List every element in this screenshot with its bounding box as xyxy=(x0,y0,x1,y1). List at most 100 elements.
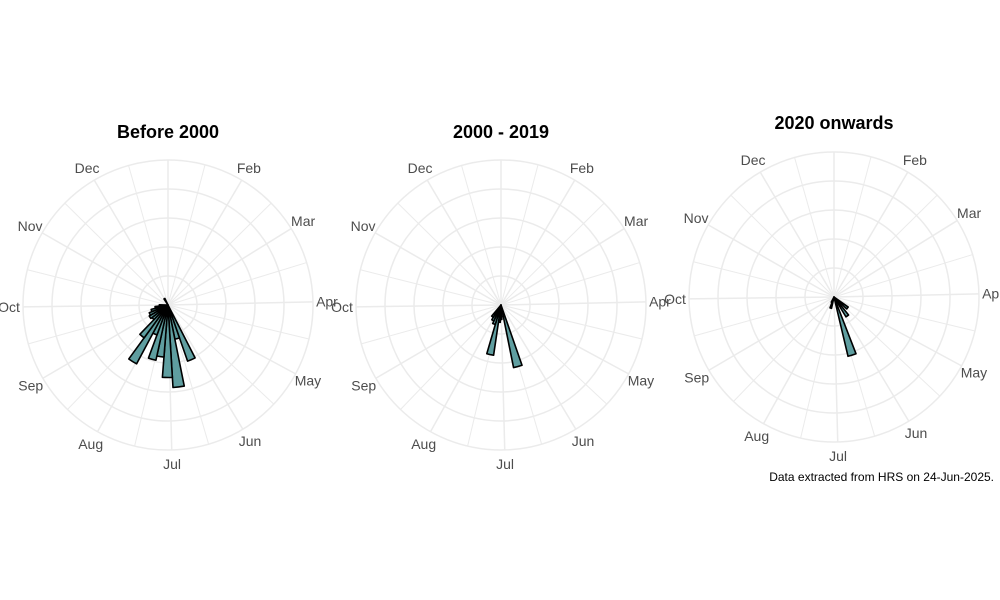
month-label-sep: Sep xyxy=(18,377,43,393)
grid-spoke xyxy=(42,304,169,379)
grid-spoke xyxy=(500,304,629,375)
grid-spoke xyxy=(167,304,310,340)
panel-title: 2000 - 2019 xyxy=(453,122,549,142)
month-label-jul: Jul xyxy=(496,456,514,472)
grid-spoke xyxy=(833,156,872,298)
grid-spoke xyxy=(23,304,169,308)
grid-spoke xyxy=(167,179,243,306)
rose-bar xyxy=(167,304,196,362)
grid-spoke xyxy=(833,296,941,397)
month-label-aug: Aug xyxy=(411,436,436,452)
grid-spoke xyxy=(41,232,169,306)
grid-spoke xyxy=(689,296,835,300)
grid-spoke xyxy=(833,296,910,422)
grid-spoke xyxy=(429,304,502,433)
grid-spoke xyxy=(167,164,206,306)
grid-spoke xyxy=(693,261,835,298)
grid-spoke xyxy=(374,232,502,306)
grid-spoke xyxy=(167,227,292,306)
month-label-jun: Jun xyxy=(905,425,928,441)
grid-spoke xyxy=(27,269,169,306)
grid-spoke xyxy=(733,296,835,402)
rose-bar xyxy=(500,304,523,369)
grid-spoke xyxy=(759,171,835,298)
grid-spoke xyxy=(500,262,640,306)
grid-spoke xyxy=(833,293,979,298)
rose-panel-1: Before 2000 Dec Feb Mar Apr May Jun Jul Aug Sep Oc… xyxy=(0,122,338,472)
grid-spoke xyxy=(167,304,296,375)
grid-spoke xyxy=(400,304,502,410)
grid-spoke xyxy=(500,227,625,306)
panel-title: Before 2000 xyxy=(117,122,219,142)
month-label-apr: Apr xyxy=(649,294,671,310)
month-label-mar: Mar xyxy=(291,213,315,229)
grid-spoke xyxy=(93,179,169,306)
month-label-mar: Mar xyxy=(624,213,648,229)
rose-bar xyxy=(833,296,850,310)
rose-bar xyxy=(833,296,857,358)
month-label-oct: Oct xyxy=(0,299,20,315)
grid-spoke xyxy=(500,301,646,306)
grid-spoke xyxy=(500,164,539,306)
grid-spoke xyxy=(356,304,502,308)
grid-spoke xyxy=(500,304,506,450)
rose-bar xyxy=(158,304,169,307)
grid-spoke xyxy=(833,171,909,298)
grid-spoke xyxy=(762,296,835,425)
month-label-mar: Mar xyxy=(957,205,981,221)
grid-spoke xyxy=(833,296,962,367)
grid-spoke xyxy=(461,165,502,306)
month-label-nov: Nov xyxy=(351,218,376,234)
rose-bar xyxy=(161,304,174,379)
grid-spoke xyxy=(730,194,835,298)
month-label-sep: Sep xyxy=(351,377,376,393)
grid-spoke xyxy=(167,304,275,405)
grid-spoke xyxy=(167,262,307,306)
grid-spoke xyxy=(167,301,313,306)
grid-spoke xyxy=(375,304,502,379)
month-label-jul: Jul xyxy=(829,448,847,464)
grid-spoke xyxy=(64,202,169,306)
grid-spoke xyxy=(500,179,576,306)
grid-spoke xyxy=(167,304,244,430)
month-label-nov: Nov xyxy=(18,218,43,234)
rose-panel-2: 2000 - 2019 Dec Feb Mar Apr May Jun Jul Aug Sep Oc… xyxy=(331,122,671,472)
grid-spoke xyxy=(426,179,502,306)
month-label-may: May xyxy=(628,373,654,389)
rose-bar xyxy=(830,296,835,304)
month-label-jul: Jul xyxy=(163,456,181,472)
rose-panel-3: 2020 onwards Dec Feb Mar Apr May Jun Jul Aug Sep O… xyxy=(664,113,1000,464)
month-label-oct: Oct xyxy=(331,299,353,315)
grid-spoke xyxy=(833,254,973,298)
month-label-dec: Dec xyxy=(408,160,433,176)
month-label-nov: Nov xyxy=(684,210,709,226)
grid-spoke xyxy=(167,202,272,306)
month-label-oct: Oct xyxy=(664,291,686,307)
grid-spoke xyxy=(500,304,577,430)
month-label-dec: Dec xyxy=(75,160,100,176)
month-label-dec: Dec xyxy=(741,152,766,168)
grid-spoke xyxy=(833,296,976,332)
month-label-sep: Sep xyxy=(684,369,709,385)
grid-spoke xyxy=(800,296,835,439)
grid-spoke xyxy=(694,296,835,337)
month-label-aug: Aug xyxy=(78,436,103,452)
month-label-jun: Jun xyxy=(572,433,595,449)
grid-spoke xyxy=(833,296,839,442)
month-label-may: May xyxy=(961,365,987,381)
rose-bar xyxy=(163,297,169,306)
month-label-feb: Feb xyxy=(237,160,261,176)
month-label-may: May xyxy=(295,373,321,389)
month-label-aug: Aug xyxy=(744,428,769,444)
grid-spoke xyxy=(794,157,835,298)
month-label-apr: Apr xyxy=(982,286,1000,302)
grid-spoke xyxy=(500,304,643,340)
grid-spoke xyxy=(500,202,605,306)
grid-spoke xyxy=(28,304,169,345)
month-label-apr: Apr xyxy=(316,294,338,310)
grid-spoke xyxy=(500,304,608,405)
month-label-jun: Jun xyxy=(239,433,262,449)
month-label-feb: Feb xyxy=(570,160,594,176)
rose-bar xyxy=(833,296,850,318)
